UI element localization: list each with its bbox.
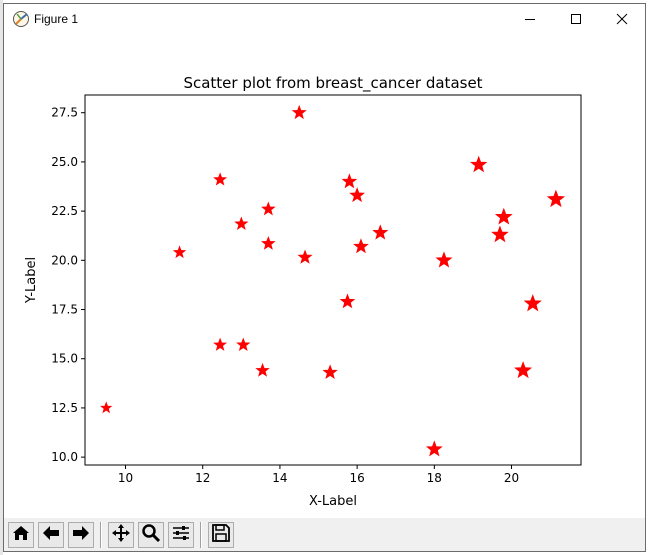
x-tick-label: 12 (195, 471, 210, 485)
configure-subplots-button[interactable] (168, 522, 194, 548)
scatter-point (234, 216, 249, 230)
scatter-point (100, 401, 113, 414)
chart-title: Scatter plot from breast_cancer dataset (183, 74, 482, 93)
scatter-point (435, 251, 453, 268)
close-icon (616, 10, 628, 29)
navigation-toolbar (4, 518, 645, 551)
matplotlib-app-icon (12, 10, 30, 28)
y-axis: 10.0 12.5 15.0 17.5 20.0 22.5 25.0 27.5 (51, 106, 85, 464)
scatter-point (255, 362, 270, 377)
scatter-point (425, 440, 443, 457)
scatter-point (213, 337, 228, 351)
minimize-icon (524, 10, 536, 29)
save-icon (211, 523, 231, 547)
plot-area (84, 94, 582, 466)
maximize-icon (570, 10, 582, 29)
x-tick-label: 14 (272, 471, 287, 485)
scatter-point (349, 187, 365, 203)
y-tick-label: 15.0 (51, 352, 78, 366)
scatter-plot: Scatter plot from breast_cancer dataset … (24, 74, 582, 509)
scatter-point (341, 173, 358, 189)
save-button[interactable] (208, 522, 234, 548)
title-bar[interactable]: Figure 1 (4, 4, 645, 34)
y-tick-label: 22.5 (51, 204, 78, 218)
scatter-point (470, 155, 488, 173)
x-axis-label: X-Label (309, 494, 357, 509)
maximize-button[interactable] (553, 4, 599, 34)
data-points (100, 104, 566, 457)
scatter-point (339, 293, 356, 309)
y-tick-label: 12.5 (51, 401, 78, 415)
scatter-point (261, 235, 276, 250)
y-tick-label: 20.0 (51, 253, 78, 267)
close-button[interactable] (599, 4, 645, 34)
scatter-point (297, 249, 313, 264)
forward-button[interactable] (68, 522, 94, 548)
y-tick-label: 10.0 (51, 450, 78, 464)
scatter-point (213, 172, 228, 186)
x-tick-label: 10 (118, 471, 133, 485)
scatter-point (514, 361, 533, 379)
scatter-point (523, 294, 542, 312)
scatter-point (494, 207, 513, 225)
scatter-point (236, 337, 251, 351)
scatter-point (491, 225, 509, 243)
scatter-point (261, 201, 276, 216)
scatter-point (291, 104, 307, 120)
toolbar-separator (100, 522, 102, 548)
back-button[interactable] (38, 522, 64, 548)
x-tick-label: 18 (427, 471, 442, 485)
y-axis-label: Y-Label (24, 257, 39, 304)
window-title: Figure 1 (34, 12, 79, 26)
x-tick-label: 20 (504, 471, 519, 485)
configure-subplots-icon (171, 523, 191, 547)
home-button[interactable] (8, 522, 34, 548)
scatter-point (172, 245, 187, 259)
home-icon (11, 523, 31, 547)
figure-canvas[interactable]: Scatter plot from breast_cancer dataset … (4, 34, 645, 518)
pan-button[interactable] (108, 522, 134, 548)
figure-window: Figure 1 Scatter plot from breast_cancer… (3, 3, 646, 552)
minimize-button[interactable] (507, 4, 553, 34)
pan-icon (111, 523, 131, 547)
forward-arrow-icon (71, 523, 91, 547)
zoom-icon (141, 523, 161, 547)
y-tick-label: 17.5 (51, 303, 78, 317)
x-tick-label: 16 (349, 471, 364, 485)
zoom-button[interactable] (138, 522, 164, 548)
toolbar-separator (200, 522, 202, 548)
y-tick-label: 27.5 (51, 106, 78, 120)
background-window-edge (0, 0, 3, 555)
y-tick-label: 25.0 (51, 155, 78, 169)
x-axis: 10 12 14 16 18 20 (118, 465, 519, 485)
scatter-point (322, 364, 338, 380)
scatter-point (546, 189, 566, 208)
back-arrow-icon (41, 523, 61, 547)
scatter-point (372, 224, 389, 240)
scatter-point (353, 238, 369, 254)
